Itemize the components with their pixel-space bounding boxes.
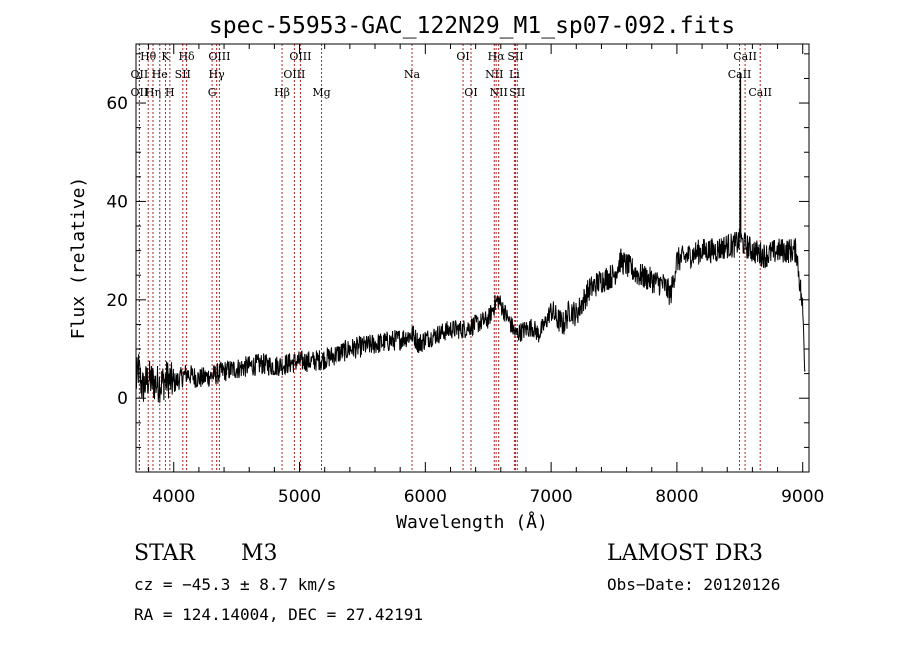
spectral-line-label: OII — [131, 68, 149, 81]
spectral-line-label: He — [152, 68, 168, 81]
spectral-line-label: Na — [404, 68, 421, 81]
spectral-line-label: Hγ — [209, 68, 226, 81]
spectral-line-label: OIII — [283, 68, 305, 81]
spectral-line-label: Hθ — [140, 50, 157, 63]
x-tick-label: 9000 — [781, 487, 824, 507]
spectral-line-markers — [138, 44, 761, 472]
object-class: STAR — [134, 541, 196, 566]
spectral-line-label: NII — [490, 86, 508, 99]
spectral-line-label: Hη — [145, 86, 161, 99]
spectral-line-label: OIII — [289, 50, 311, 63]
y-tick-label: 60 — [106, 94, 128, 114]
x-axis-ticks: 4000 5000 6000 7000 8000 9000 — [148, 44, 824, 507]
spectral-line-label: Li — [509, 68, 520, 81]
x-axis-label: Wavelength (Å) — [396, 511, 548, 533]
x-tick-label: 4000 — [152, 487, 195, 507]
spectral-line-label: OII — [131, 86, 149, 99]
x-tick-label: 5000 — [278, 487, 321, 507]
spectral-line-label: SII — [175, 68, 191, 81]
spectral-line-label: Hβ — [274, 86, 290, 99]
plot-frame — [135, 43, 810, 473]
spectral-line-label: G — [208, 86, 217, 99]
spectral-line-label: CaII — [748, 86, 772, 99]
y-tick-label: 20 — [106, 291, 128, 311]
spectral-line-label: K — [161, 50, 170, 63]
x-tick-label: 6000 — [404, 487, 447, 507]
spectral-line-label: SII — [509, 86, 525, 99]
redshift-velocity: cz = −45.3 ± 8.7 km/s — [134, 575, 336, 594]
x-tick-label: 8000 — [655, 487, 698, 507]
spectrum-line — [135, 73, 806, 403]
survey-name: LAMOST DR3 — [607, 541, 763, 566]
chart-title: spec-55953-GAC_122N29_M1_sp07-092.fits — [209, 13, 735, 39]
spectral-line-label: Mg — [312, 86, 330, 99]
spectral-line-label: SII — [507, 50, 523, 63]
y-tick-label: 40 — [106, 192, 128, 212]
spectral-line-label: H — [165, 86, 175, 99]
spectral-line-label: NII — [485, 68, 503, 81]
spectral-line-label: CaII — [733, 50, 757, 63]
y-tick-label: 0 — [117, 389, 128, 409]
spectral-line-label: OI — [456, 50, 469, 63]
spectral-line-label: OIII — [208, 50, 230, 63]
spectral-line-label: Hδ — [178, 50, 195, 63]
spectral-line-label: OI — [464, 86, 477, 99]
sky-coordinates: RA = 124.14004, DEC = 27.42191 — [134, 605, 423, 624]
spectral-line-label: CaII — [728, 68, 752, 81]
x-tick-label: 7000 — [529, 487, 572, 507]
object-subclass: M3 — [241, 541, 278, 566]
y-axis-label: Flux (relative) — [68, 177, 89, 340]
observation-date: Obs−Date: 20120126 — [607, 575, 780, 594]
y-axis-ticks: 0 20 40 60 — [106, 53, 809, 448]
spectral-line-label: Hα — [488, 50, 506, 63]
